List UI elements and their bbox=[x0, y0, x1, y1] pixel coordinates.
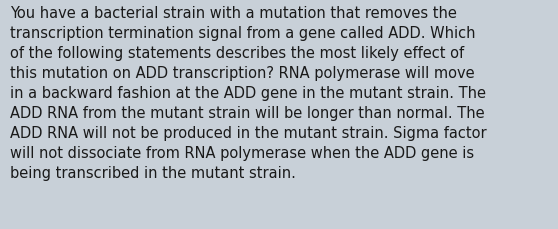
Text: You have a bacterial strain with a mutation that removes the
transcription termi: You have a bacterial strain with a mutat… bbox=[10, 6, 487, 180]
